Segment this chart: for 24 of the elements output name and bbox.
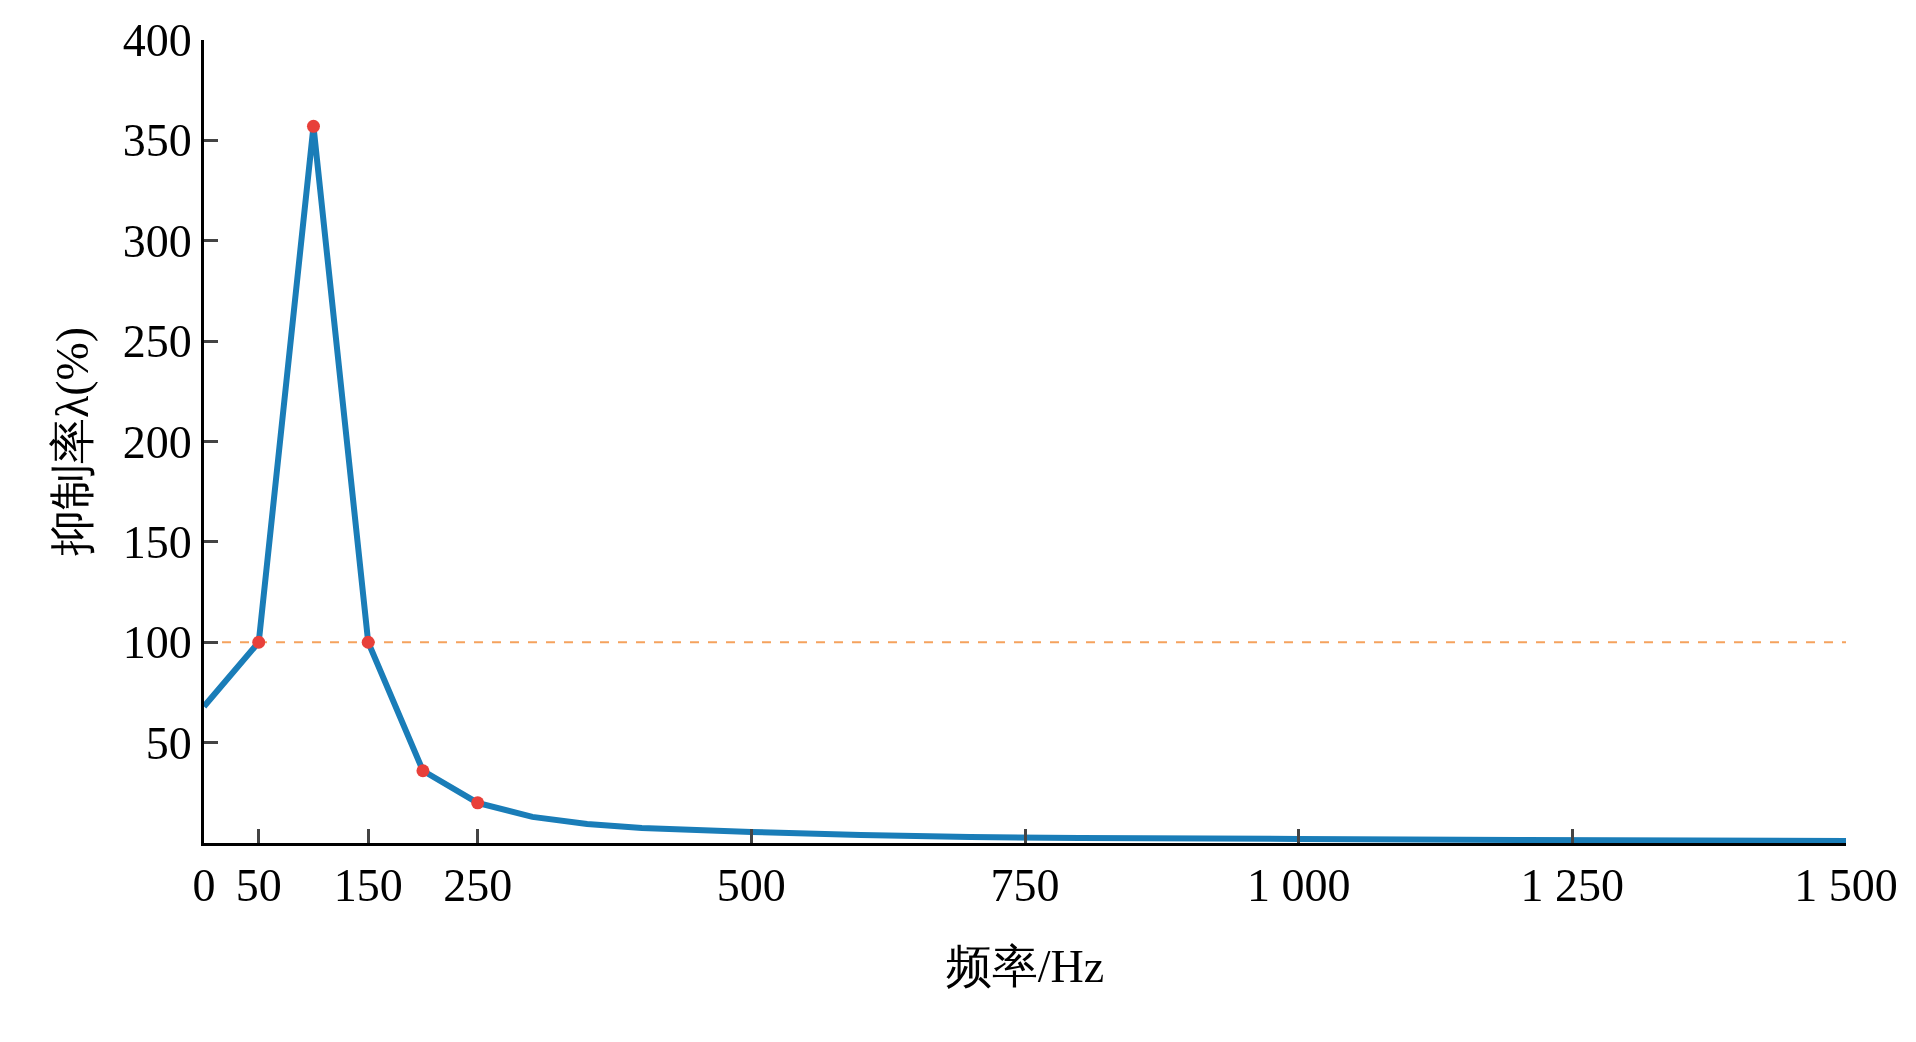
y-tick-label: 50 [145, 717, 192, 769]
x-tick-label: 50 [235, 860, 282, 912]
point [252, 635, 266, 649]
y-tick-label: 100 [122, 617, 192, 669]
x-tick-label: 0 [192, 860, 216, 912]
point [306, 119, 320, 133]
point [471, 796, 485, 810]
y-tick-label: 350 [122, 115, 192, 167]
y-tick-label: 300 [122, 215, 192, 267]
x-axis-title: 频率/Hz [945, 940, 1105, 992]
point [416, 764, 430, 778]
x-tick-label: 1 250 [1520, 860, 1625, 912]
x-tick-label: 750 [990, 860, 1060, 912]
x-tick-label: 150 [333, 860, 403, 912]
x-tick-label: 250 [443, 860, 513, 912]
y-tick-label: 200 [122, 416, 192, 468]
x-tick-label: 500 [716, 860, 786, 912]
y-tick-label: 150 [122, 516, 192, 568]
x-tick-label: 1 000 [1246, 860, 1351, 912]
y-axis-title: 抑制率λ(%) [47, 326, 99, 557]
y-tick-label: 250 [122, 316, 192, 368]
x-tick-label: 1 500 [1794, 860, 1898, 912]
y-tick-label: 400 [122, 15, 192, 67]
point [361, 635, 375, 649]
